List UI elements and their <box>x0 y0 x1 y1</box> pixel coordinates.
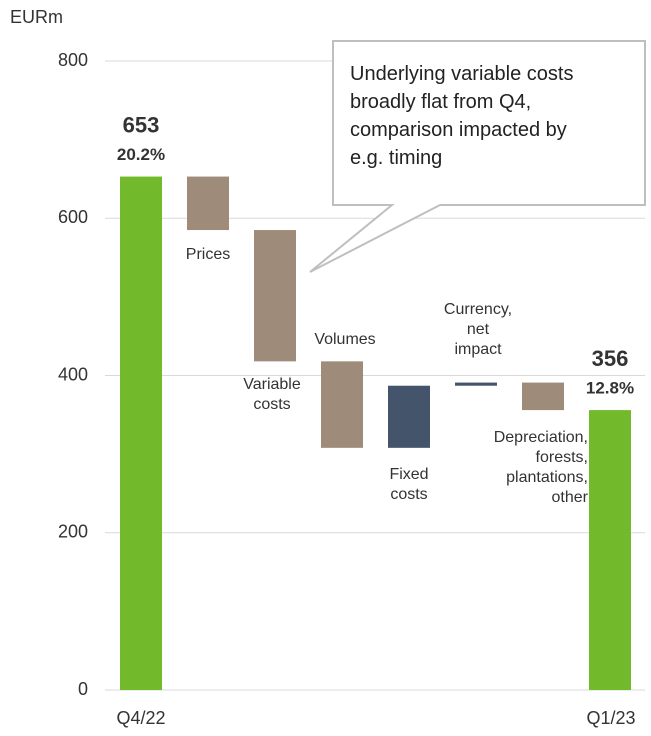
bar <box>388 385 430 448</box>
bar <box>254 230 296 362</box>
bar <box>455 382 497 386</box>
bar <box>120 176 162 691</box>
bar <box>522 382 564 411</box>
category-label: Q4/22 <box>116 708 166 728</box>
y-tick-label: 400 <box>58 364 88 384</box>
margin-label: 12.8% <box>586 379 634 398</box>
y-tick-label: 800 <box>58 50 88 70</box>
y-axis-label: EURm <box>10 7 63 27</box>
bar <box>321 361 363 448</box>
bar <box>187 176 229 231</box>
y-tick-label: 600 <box>58 207 88 227</box>
category-label: Volumes <box>314 331 376 348</box>
value-label: 653 <box>123 112 160 137</box>
y-tick-label: 200 <box>58 522 88 542</box>
callout-box <box>309 40 646 273</box>
category-label: Depreciation, forests, plantations, othe… <box>493 429 588 506</box>
category-label: Q1/23 <box>586 708 636 728</box>
category-label: Variable costs <box>243 376 301 413</box>
value-label: 356 <box>592 346 629 371</box>
category-label: Currency, net impact <box>443 301 513 358</box>
bar <box>589 410 631 690</box>
category-label: Prices <box>185 246 231 263</box>
annotation: Underlying variable costs broadly flat f… <box>350 63 574 169</box>
category-label: Fixed costs <box>389 466 429 503</box>
margin-label: 20.2% <box>117 145 165 164</box>
y-tick-label: 0 <box>78 679 88 699</box>
